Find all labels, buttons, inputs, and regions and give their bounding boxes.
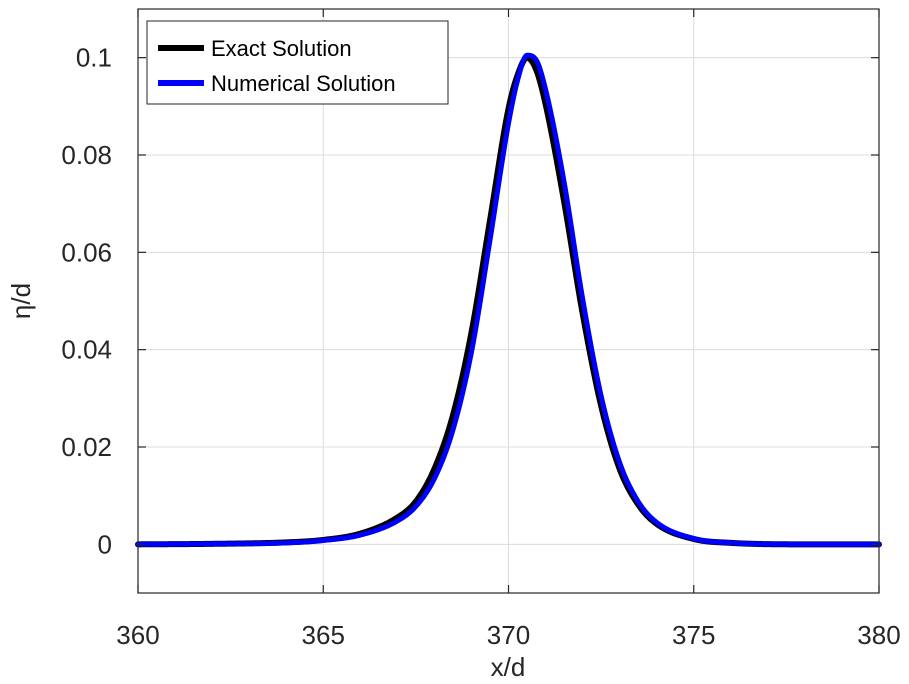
x-tick-label: 370 [487,620,530,650]
series-lines [135,52,882,548]
legend-box [146,20,449,105]
legend-label-numerical: Numerical Solution [211,71,396,96]
legend-label-exact: Exact Solution [211,36,352,61]
y-tick-label: 0 [98,529,112,559]
y-tick-label: 0.1 [76,43,112,73]
x-axis-label: x/d [491,652,526,682]
series-line-numerical [135,52,882,547]
y-tick-label: 0.04 [61,335,112,365]
x-tick-label: 360 [116,620,159,650]
x-tick-label: 365 [302,620,345,650]
y-tick-label: 0.06 [61,237,112,267]
x-tick-label: 375 [672,620,715,650]
y-axis-label: η/d [6,283,36,319]
legend: Exact Solution Numerical Solution [146,20,449,105]
axis-ticks: 360 365 370 375 380 0 0.02 0.04 0.06 0.08 0.1 [61,9,901,650]
x-tick-label: 380 [857,620,900,650]
y-tick-label: 0.02 [61,432,112,462]
y-tick-label: 0.08 [61,140,112,170]
